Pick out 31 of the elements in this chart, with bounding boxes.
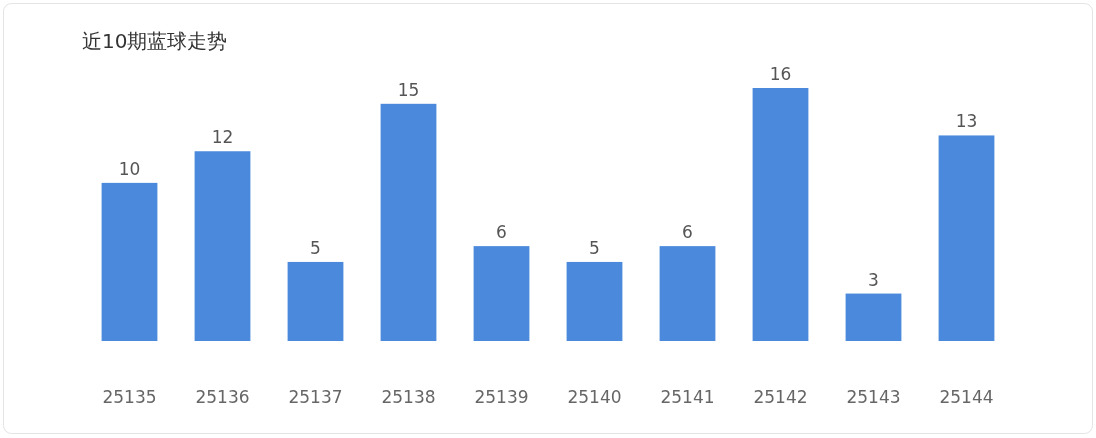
x-tick-label: 25136 (195, 387, 250, 407)
chart-title: 近10期蓝球走势 (82, 29, 228, 53)
x-tick-label: 25141 (660, 387, 715, 407)
data-label: 5 (589, 237, 600, 258)
data-label: 13 (955, 111, 978, 132)
x-tick-label: 25142 (753, 387, 808, 407)
data-label: 5 (310, 237, 321, 258)
bar (938, 135, 995, 341)
data-label: 10 (118, 158, 141, 179)
bar (659, 246, 716, 341)
bar (101, 182, 158, 341)
bar (287, 261, 344, 341)
data-label: 3 (868, 269, 879, 290)
data-label: 16 (769, 64, 792, 84)
bar (380, 103, 437, 341)
data-label: 12 (211, 127, 234, 148)
data-label: 15 (397, 79, 420, 100)
bar (194, 151, 251, 341)
data-label: 6 (682, 222, 693, 243)
x-tick-label: 25144 (939, 387, 994, 407)
bar (473, 246, 530, 341)
x-tick-label: 25140 (567, 387, 622, 407)
bar (752, 88, 809, 341)
x-tick-label: 25138 (381, 387, 436, 407)
data-label: 6 (496, 222, 507, 243)
x-tick-label: 25139 (474, 387, 529, 407)
x-tick-label: 25135 (102, 387, 157, 407)
bar (566, 261, 623, 341)
bar (845, 293, 902, 341)
x-tick-label: 25137 (288, 387, 343, 407)
x-tick-label: 25143 (846, 387, 901, 407)
